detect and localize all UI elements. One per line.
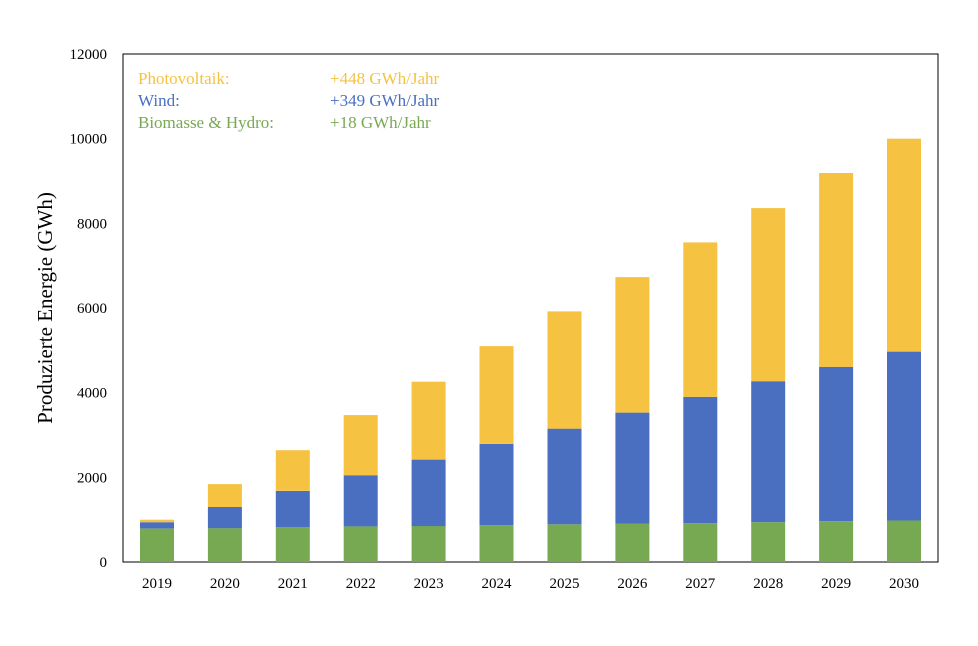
x-tick-label: 2019 [142,576,172,592]
bar-2019-series-2 [140,519,174,523]
bars-group [140,138,921,562]
legend: Photovoltaik: +448 GWh/Jahr Wind: +349 GWh/… [138,69,440,132]
bar-2022-series-2 [343,415,378,476]
x-tick-label: 2028 [753,576,783,592]
bar-2023-series-2 [411,381,446,460]
legend-rate: +18 GWh/Jahr [330,113,431,132]
legend-rate: +448 GWh/Jahr [330,69,440,88]
bar-2029-series-1 [819,366,854,522]
x-tick-label: 2030 [889,576,919,592]
bar-2019-series-0 [140,528,174,562]
bar-2024-series-0 [479,525,514,562]
bar-2022-series-0 [343,526,378,562]
x-tick-label: 2027 [685,576,716,592]
bar-2027-series-1 [683,396,718,524]
x-tick-label: 2021 [278,576,308,592]
bar-2021-series-2 [275,450,310,491]
bar-2025-series-0 [547,524,582,562]
bar-2024-series-2 [479,346,514,444]
x-tick-label: 2023 [414,576,444,592]
bar-2020-series-0 [207,528,242,562]
bar-2030-series-2 [887,138,921,352]
legend-label: Wind: [138,91,180,110]
bar-2028-series-0 [751,522,786,562]
y-tick-label: 2000 [77,470,107,486]
y-tick-label: 12000 [70,47,108,63]
bar-2021-series-1 [275,490,310,528]
x-tick-label: 2025 [549,576,579,592]
x-tick-label: 2026 [617,576,648,592]
y-tick-label: 10000 [70,132,108,148]
x-tick-label: 2020 [210,576,240,592]
bar-2027-series-2 [683,242,718,397]
bar-2023-series-0 [411,526,446,562]
plot-area-frame [122,53,939,563]
bar-2024-series-1 [479,443,514,526]
bar-2030-series-0 [887,520,921,562]
bar-2025-series-2 [547,311,582,429]
x-tick-label: 2024 [482,576,513,592]
legend-label: Photovoltaik: [138,69,230,88]
bar-2026-series-0 [615,523,650,562]
bar-2019-series-1 [140,522,174,529]
y-tick-label: 6000 [77,301,107,317]
bar-2026-series-2 [615,277,650,413]
bar-2027-series-0 [683,523,718,562]
bar-2029-series-2 [819,173,854,367]
bar-2020-series-2 [207,484,242,507]
legend-rate: +349 GWh/Jahr [330,91,440,110]
bar-2028-series-1 [751,381,786,523]
bar-2020-series-1 [207,507,242,529]
x-axis-ticks: 2019 2020 2021 2022 2023 2024 2025 2026 2027 2028… [142,576,919,592]
legend-label: Biomasse & Hydro: [138,113,274,132]
y-tick-label: 8000 [77,216,107,232]
bar-2023-series-1 [411,459,446,527]
bar-2021-series-0 [275,527,310,562]
y-tick-label: 4000 [77,386,107,402]
y-tick-label: 0 [100,555,108,571]
bar-2028-series-2 [751,208,786,382]
bar-2030-series-1 [887,351,921,521]
bar-2029-series-0 [819,521,854,562]
bar-2025-series-1 [547,428,582,525]
y-axis-ticks: 0 2000 4000 6000 8000 10000 12000 [70,47,108,571]
x-tick-label: 2022 [346,576,376,592]
bar-2022-series-1 [343,475,378,527]
x-tick-label: 2029 [821,576,851,592]
bar-2026-series-1 [615,412,650,524]
y-axis-title: Produzierte Energie (GWh) [33,192,57,424]
